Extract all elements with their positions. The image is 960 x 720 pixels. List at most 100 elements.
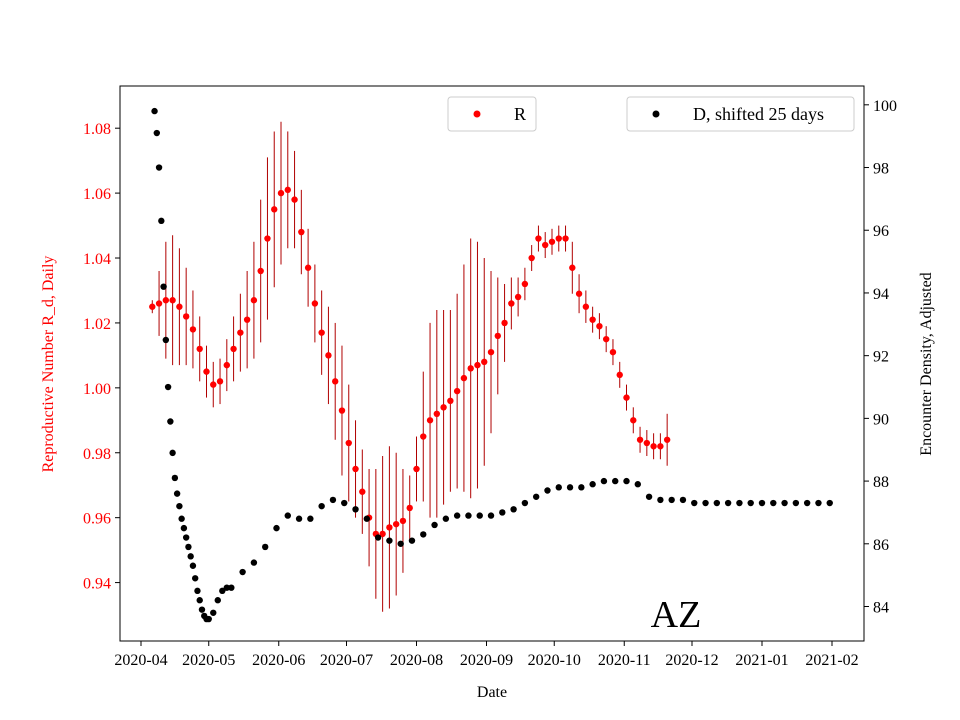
legend-r: R (447, 96, 537, 132)
r-point (243, 316, 251, 323)
r-point (575, 290, 583, 297)
r-point (311, 300, 319, 307)
d-point (239, 568, 246, 576)
x-tick-label: 2020-06 (252, 652, 305, 669)
x-tick-label: 2020-07 (320, 652, 373, 669)
r-point (176, 303, 183, 310)
legend-d-marker (652, 110, 660, 118)
d-point (182, 534, 190, 541)
d-point (341, 499, 348, 507)
r-point (616, 371, 623, 379)
d-point (499, 509, 506, 516)
d-point (532, 493, 540, 500)
d-point (273, 524, 280, 532)
r-point (332, 378, 339, 385)
d-point (164, 383, 172, 391)
right-y-tick-label: 98 (873, 161, 889, 178)
r-point (555, 235, 562, 242)
x-axis: 2020-04 2020-05 2020-06 2020-07 2020-08 2020-… (114, 641, 859, 669)
d-point (431, 521, 438, 529)
r-point (481, 358, 488, 366)
x-tick-label: 2020-05 (182, 652, 235, 669)
r-point (216, 378, 224, 385)
r-point (169, 297, 176, 304)
r-point (352, 465, 359, 473)
d-point (250, 559, 258, 566)
left-y-tick-label: 1.08 (83, 121, 111, 138)
r-point (663, 436, 671, 443)
r-point (420, 433, 427, 440)
right-y-tick-label: 88 (873, 474, 889, 491)
r-point (596, 322, 603, 330)
d-point (187, 553, 194, 560)
r-point (569, 264, 576, 271)
r-point (636, 436, 644, 443)
d-point (781, 499, 788, 507)
r-point (630, 417, 637, 424)
r-point (223, 361, 231, 369)
d-point (589, 481, 596, 488)
d-point (713, 499, 721, 507)
d-point (612, 477, 619, 485)
r-series-group (149, 186, 671, 538)
d-point (185, 543, 192, 551)
d-point (352, 506, 359, 513)
d-point (555, 484, 562, 491)
r-point (657, 443, 664, 450)
d-point (173, 490, 181, 497)
r-point (406, 504, 413, 512)
right-y-tick-label: 92 (873, 349, 889, 366)
d-point (180, 524, 188, 532)
d-point (196, 597, 203, 604)
left-y-tick-label: 1.06 (83, 186, 111, 203)
x-tick-label: 2021-02 (805, 652, 858, 669)
d-point (724, 499, 732, 507)
r-point (318, 329, 325, 336)
d-point (770, 499, 777, 507)
r-point (447, 397, 454, 405)
r-point (589, 316, 596, 323)
d-point (645, 493, 653, 500)
d-point (329, 496, 337, 504)
d-series-group (151, 107, 833, 623)
r-point (277, 189, 285, 197)
r-point (426, 417, 434, 424)
d-point (510, 506, 517, 513)
d-point (169, 449, 176, 457)
r-point (291, 196, 298, 203)
d-point (803, 499, 811, 507)
x-tick-label: 2020-09 (460, 652, 513, 669)
r-point (304, 264, 312, 271)
d-point (657, 496, 664, 504)
r-point (399, 517, 407, 525)
right-y-tick-label: 84 (873, 600, 889, 617)
r-point (453, 387, 461, 395)
d-point (228, 584, 235, 591)
d-point (736, 499, 743, 507)
x-tick-label: 2021-01 (735, 652, 788, 669)
r-point (440, 404, 447, 411)
right-y-tick-label: 96 (873, 223, 889, 240)
r-point (602, 335, 610, 343)
r-point (149, 303, 156, 310)
r-point (494, 332, 501, 340)
left-y-tick-label: 0.94 (83, 576, 111, 593)
state-annotation: AZ (651, 594, 702, 636)
r-point (386, 524, 393, 531)
r-point (230, 345, 237, 353)
d-point (386, 537, 393, 544)
r-point (528, 254, 535, 262)
d-point (295, 515, 303, 522)
r-point (433, 410, 441, 418)
r-point (203, 368, 210, 375)
d-point (151, 107, 158, 115)
d-point (189, 562, 197, 569)
d-point (307, 515, 314, 522)
d-point (191, 575, 199, 582)
d-point (374, 534, 382, 541)
left-y-tick-label: 1.04 (83, 251, 111, 268)
d-point (792, 499, 800, 507)
r-point (467, 365, 474, 372)
d-point (476, 512, 483, 519)
d-point (521, 499, 529, 507)
